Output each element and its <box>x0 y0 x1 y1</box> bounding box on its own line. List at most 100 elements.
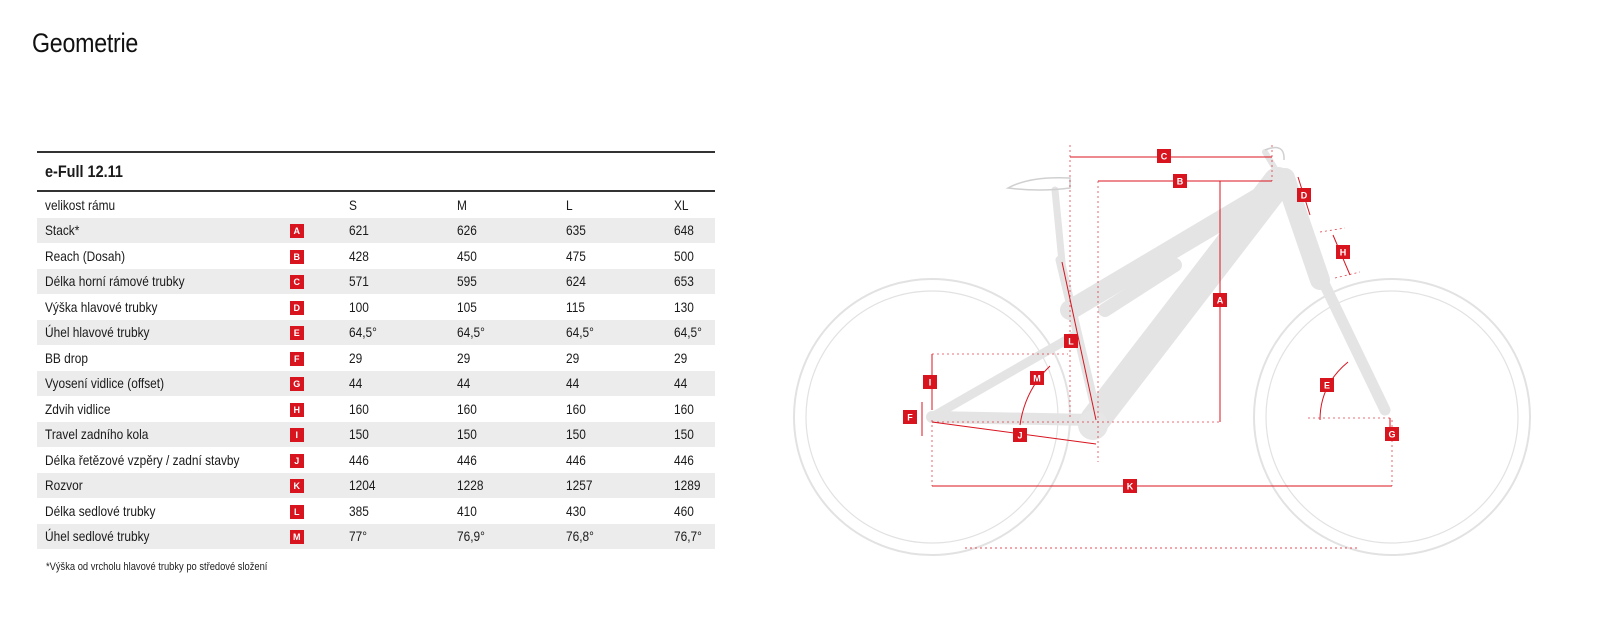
row-value-l: 430 <box>565 502 586 519</box>
model-title-cell: e-Full 12.11 <box>37 151 715 192</box>
row-value-cell: 1257 <box>557 472 667 498</box>
row-value-cell: 446 <box>341 447 450 473</box>
marker-e: E <box>1320 378 1334 392</box>
table-model-row: e-Full 12.11 <box>37 151 715 192</box>
row-value-cell: 29 <box>558 345 667 371</box>
marker-h-label: H <box>1340 248 1347 258</box>
row-value-m: 76,9° <box>457 528 485 545</box>
table-header-row: velikost rámu S M L XL <box>37 191 715 218</box>
row-label-cell: Délka sedlové trubky <box>37 498 282 524</box>
row-value-l: 624 <box>565 273 586 290</box>
row-label: Travel zadního kola <box>45 426 149 443</box>
marker-b: B <box>1173 174 1187 188</box>
header-size-l-cell: L <box>558 191 667 218</box>
row-value-s: 621 <box>348 222 369 239</box>
row-badge-cell: H <box>282 396 341 422</box>
table-row: Délka řetězové vzpěry / zadní stavby J 4… <box>37 447 715 473</box>
row-label: BB drop <box>45 349 89 366</box>
row-value-cell: 410 <box>449 498 558 524</box>
row-value-m: 160 <box>457 400 477 417</box>
marker-c-label: C <box>1161 152 1168 162</box>
row-value-cell: 475 <box>558 243 667 269</box>
row-value-cell: 571 <box>340 268 450 294</box>
bottom-bracket-motor <box>1078 410 1108 440</box>
row-label-cell: Délka horní rámové trubky <box>37 268 282 294</box>
row-code-badge: E <box>289 326 304 341</box>
row-value-s: 428 <box>348 247 369 264</box>
row-value-cell: 160 <box>558 396 667 422</box>
row-value-xl: 44 <box>674 375 688 392</box>
row-label: Zdvih vidlice <box>45 400 111 417</box>
row-value-m: 44 <box>457 375 471 392</box>
model-title: e-Full 12.11 <box>45 161 123 181</box>
row-label-cell: Úhel hlavové trubky <box>37 319 282 345</box>
row-label: Vyosení vidlice (offset) <box>45 375 165 392</box>
row-label-cell: Délka řetězové vzpěry / zadní stavby <box>37 447 282 473</box>
row-value-cell: 44 <box>666 370 715 396</box>
row-label: Úhel sedlové trubky <box>45 528 150 545</box>
row-value-cell: 64,5° <box>449 319 558 345</box>
table-row: Vyosení vidlice (offset) G 44 44 44 44 <box>37 370 715 396</box>
row-value-s: 446 <box>348 451 369 468</box>
header-size-s-cell: S <box>341 191 450 218</box>
row-value-l: 64,5° <box>565 324 594 341</box>
row-badge-cell: K <box>281 472 341 498</box>
header-badge-cell <box>282 191 341 218</box>
row-value-xl: 130 <box>674 298 694 315</box>
row-value-s: 100 <box>348 298 369 315</box>
row-value-m: 150 <box>457 426 477 443</box>
table-row: BB drop F 29 29 29 29 <box>37 345 715 371</box>
row-value-cell: 648 <box>666 217 715 243</box>
row-value-xl: 29 <box>674 349 688 366</box>
row-value-cell: 446 <box>666 447 715 473</box>
header-size-m-cell: M <box>449 191 558 218</box>
marker-m-label: M <box>1033 374 1041 384</box>
row-value-cell: 430 <box>558 498 667 524</box>
row-value-l: 150 <box>565 426 586 443</box>
row-value-l: 115 <box>565 298 585 315</box>
row-label-cell: Stack* <box>37 217 282 243</box>
row-value-cell: 76,7° <box>666 523 715 549</box>
row-value-cell: 160 <box>449 396 558 422</box>
row-value-xl: 150 <box>674 426 694 443</box>
row-code-badge: J <box>289 453 304 468</box>
header-size-m: M <box>457 196 467 213</box>
row-value-cell: 500 <box>666 243 715 269</box>
row-label-cell: Zdvih vidlice <box>37 396 282 422</box>
marker-l: L <box>1064 334 1078 348</box>
row-value-s: 150 <box>348 426 369 443</box>
row-value-cell: 160 <box>666 396 715 422</box>
row-label: Délka sedlové trubky <box>45 502 156 519</box>
row-label-cell: Rozvor <box>37 472 282 498</box>
row-label-cell: Travel zadního kola <box>37 421 282 447</box>
row-value-xl: 653 <box>674 273 694 290</box>
row-value-cell: 385 <box>341 498 450 524</box>
row-code-badge: D <box>289 300 304 315</box>
row-value-xl: 76,7° <box>674 528 703 545</box>
row-value-cell: 150 <box>449 421 558 447</box>
table-row: Rozvor K 1204 1228 1257 1289 <box>37 472 715 498</box>
table-row: Výška hlavové trubky D 100 105 115 130 <box>37 294 715 320</box>
row-value-s: 77° <box>348 528 367 545</box>
row-value-cell: 428 <box>341 243 450 269</box>
row-value-cell: 626 <box>449 217 558 243</box>
row-code-badge: G <box>289 377 304 392</box>
marker-b-label: B <box>1177 177 1184 187</box>
row-value-l: 475 <box>565 247 586 264</box>
row-value-s: 160 <box>348 400 369 417</box>
row-value-cell: 44 <box>557 370 667 396</box>
row-label-cell: Reach (Dosah) <box>37 243 282 269</box>
row-value-xl: 160 <box>674 400 694 417</box>
table-row: Délka horní rámové trubky C 571 595 624 … <box>37 268 715 294</box>
table-row: Délka sedlové trubky L 385 410 430 460 <box>37 498 715 524</box>
row-label-cell: Výška hlavové trubky <box>37 294 282 320</box>
row-value-xl: 1289 <box>674 477 701 494</box>
row-value-cell: 595 <box>449 268 558 294</box>
row-badge-cell: D <box>282 294 341 320</box>
row-value-m: 595 <box>457 273 477 290</box>
row-value-cell: 446 <box>449 447 558 473</box>
row-value-cell: 621 <box>340 217 450 243</box>
row-code-badge: K <box>289 479 304 494</box>
row-value-xl: 446 <box>674 451 694 468</box>
row-badge-cell: E <box>281 319 341 345</box>
